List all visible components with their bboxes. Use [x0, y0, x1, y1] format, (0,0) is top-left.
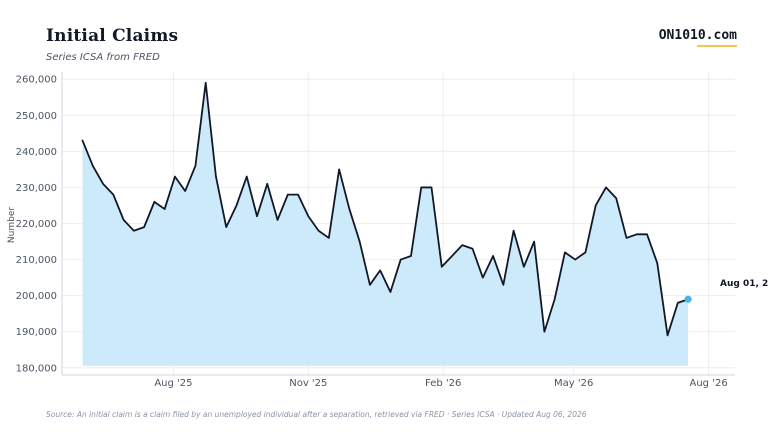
y-tick-label: 230,000 [16, 183, 57, 194]
point-marks [684, 295, 692, 303]
last-value-label: Aug 01, 2 [720, 279, 768, 289]
y-tick-label: 250,000 [16, 111, 57, 122]
series-line-path [81, 81, 689, 337]
x-tick-label: May '26 [554, 378, 593, 389]
last-value-marker [684, 295, 692, 303]
x-axis: Aug '25 Nov '25 Feb '26 May '26 Aug '26 [62, 374, 735, 389]
brand-underline [697, 45, 737, 47]
y-axis: 180,000 190,000 200,000 210,000 220,000 230,0… [16, 72, 63, 375]
y-tick-label: 220,000 [16, 219, 57, 230]
brand-logo[interactable]: ON1010.com [658, 28, 737, 43]
series-line [81, 81, 689, 337]
x-tick-label: Nov '25 [289, 378, 327, 389]
y-tick-label: 200,000 [16, 291, 57, 302]
chart-title: Initial Claims [46, 26, 179, 46]
y-axis-label: Number [7, 207, 17, 243]
area-fill [82, 82, 689, 366]
y-tick-label: 180,000 [16, 363, 57, 374]
source-note: Source: An initial claim is a claim file… [46, 410, 587, 419]
x-tick-label: Aug '25 [154, 378, 192, 389]
y-tick-label: 240,000 [16, 147, 57, 158]
y-tick-label: 260,000 [16, 75, 57, 86]
y-tick-label: 210,000 [16, 255, 57, 266]
chart-subtitle: Series ICSA from FRED [46, 52, 160, 63]
area-fill-path [82, 82, 689, 366]
x-tick-label: Feb '26 [425, 378, 461, 389]
x-tick-label: Aug '26 [690, 378, 728, 389]
y-tick-label: 190,000 [16, 327, 57, 338]
